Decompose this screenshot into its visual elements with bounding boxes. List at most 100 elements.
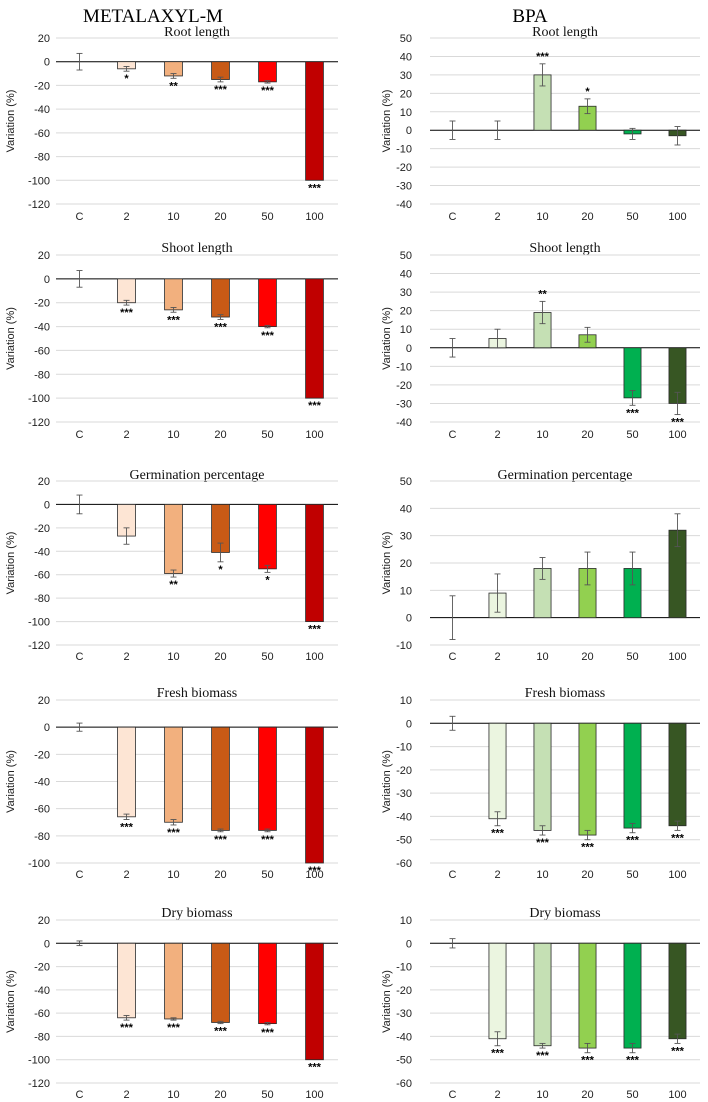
chart-5-left-ytick-label: 0: [44, 938, 50, 950]
chart-2-left-category-label: 100: [305, 429, 323, 441]
chart-4-left-errorbar-2: [123, 813, 130, 820]
chart-2-right-significance-50: ***: [626, 407, 640, 419]
chart-4-right-ytick-label: -20: [396, 765, 412, 777]
chart-5-right-errorbar-50: [629, 1042, 636, 1054]
chart-5-right-title: Dry biomass: [529, 906, 600, 921]
chart-1-right-ytick-label: -30: [396, 181, 412, 193]
chart-5-left-significance-2: ***: [120, 1022, 134, 1034]
chart-2-right-ytick-label: 40: [400, 269, 412, 281]
chart-1-left-ytick-label: -80: [34, 152, 50, 164]
chart-4-left-significance-20: ***: [214, 834, 228, 846]
chart-4-right-bar-10: [533, 722, 552, 831]
chart-3-right-category-label: 100: [668, 651, 686, 663]
chart-5-right-bar-50: [623, 942, 642, 1049]
chart-3-right-ytick-label: 30: [400, 531, 412, 543]
chart-3-right-errorbar-2: [494, 573, 501, 613]
chart-1-left-category-label: 100: [305, 211, 323, 223]
chart-3-left-bar-100: [305, 504, 324, 622]
chart-5-left-bar-10: [164, 942, 183, 1020]
chart-4-left-ytick-label: 0: [44, 722, 50, 734]
chart-3-left-category-label: 2: [123, 651, 129, 663]
chart-1-right-ytick-label: -20: [396, 162, 412, 174]
chart-1-left-category-label: 10: [167, 211, 179, 223]
chart-1-left-ylabel: Variation (%): [5, 90, 17, 153]
chart-2-left-ytick-label: -40: [34, 322, 50, 334]
chart-3-right-ytick-label: 0: [406, 613, 412, 625]
chart-5-right-ylabel: Variation (%): [381, 970, 393, 1033]
chart-4-right-ytick-label: 10: [400, 695, 412, 707]
chart-3-left-ytick-label: 20: [38, 476, 50, 488]
chart-4-right-errorbar-100: [674, 820, 681, 831]
chart-2-left-ytick-label: -80: [34, 369, 50, 381]
chart-2-right-ytick-label: -10: [396, 361, 412, 373]
chart-4-right-title: Fresh biomass: [525, 686, 606, 701]
chart-5-right-category-label: 100: [668, 1089, 686, 1101]
chart-4-right-ytick-label: 0: [406, 718, 412, 730]
chart-2-right-ytick-label: 20: [400, 306, 412, 318]
chart-3-left-bar-10: [164, 504, 183, 574]
chart-4-left-significance-100: ***: [308, 865, 322, 877]
chart-1-left-title: Root length: [164, 25, 230, 40]
chart-2-left-category-label: 50: [261, 429, 273, 441]
chart-2-right-category-label: 50: [626, 429, 638, 441]
chart-2-left-significance-10: ***: [167, 314, 181, 326]
chart-2-left-significance-2: ***: [120, 307, 134, 319]
chart-5-right-category-label: 10: [536, 1089, 548, 1101]
chart-4-left-category-label: 2: [123, 869, 129, 881]
chart-4-left-significance-2: ***: [120, 822, 134, 834]
chart-2-right-ytick-label: 30: [400, 287, 412, 299]
chart-1-left-errorbar-2: [123, 66, 130, 72]
chart-3-right-ytick-label: 40: [400, 503, 412, 515]
chart-1-right-errorbar-20: [584, 98, 591, 115]
chart-2-right-ytick-label: 10: [400, 324, 412, 336]
chart-5-right-significance-100: ***: [671, 1045, 685, 1057]
chart-4-left-ytick-label: 20: [38, 695, 50, 707]
chart-5-left-ytick-label: -60: [34, 1008, 50, 1020]
chart-4-right-bar-20: [578, 722, 597, 836]
chart-2-left-ytick-label: -100: [28, 393, 50, 405]
chart-2-left-errorbar-50: [264, 324, 271, 329]
chart-1-left-significance-2: *: [124, 73, 129, 85]
chart-2-left: Shoot length Variation (%) 20 0 -20 -40 -60 -80…: [5, 241, 338, 441]
chart-3-right-category-label: 10: [536, 651, 548, 663]
chart-4-right-category-label: 20: [581, 869, 593, 881]
right-column-title: BPA: [512, 6, 547, 27]
chart-2-left-bar-100: [305, 278, 324, 399]
chart-4-left-title: Fresh biomass: [157, 686, 238, 701]
chart-1-left-significance-20: ***: [214, 84, 228, 96]
chart-5-left-significance-10: ***: [167, 1022, 181, 1034]
chart-2-left-category-label: 2: [123, 429, 129, 441]
chart-4-right-errorbar-20: [584, 829, 591, 841]
chart-5-left-ytick-label: -100: [28, 1055, 50, 1067]
chart-2-left-ylabel: Variation (%): [5, 307, 17, 370]
chart-4-right-errorbar-50: [629, 822, 636, 834]
chart-1-right-ylabel: Variation (%): [381, 90, 393, 153]
chart-5-right-ytick-label: -20: [396, 985, 412, 997]
chart-4-left-ytick-label: -20: [34, 749, 50, 761]
chart-5-left-errorbar-2: [123, 1015, 130, 1021]
chart-2-right-significance-100: ***: [671, 417, 685, 429]
chart-1-right-ytick-label: -40: [396, 199, 412, 211]
chart-2-right-errorbar-100: [674, 391, 681, 416]
chart-3-left-significance-10: **: [169, 579, 178, 591]
chart-1-right-category-label: 2: [494, 211, 500, 223]
chart-1-left-category-label: 20: [214, 211, 226, 223]
chart-2-right-category-label: 20: [581, 429, 593, 441]
chart-2-left-ytick-label: 0: [44, 274, 50, 286]
chart-2-right-category-label: C: [449, 429, 457, 441]
chart-4-right-significance-20: ***: [581, 842, 595, 854]
chart-1-left-ytick-label: -120: [28, 199, 50, 211]
chart-3-right-errorbar-C: [449, 595, 456, 640]
chart-2-right-errorbar-50: [629, 390, 636, 406]
chart-1-right-significance-10: ***: [536, 51, 550, 63]
chart-5-right-errorbar-100: [674, 1033, 681, 1044]
chart-1-right-category-label: 100: [668, 211, 686, 223]
chart-4-left-errorbar-20: [217, 828, 224, 833]
chart-5-left-ytick-label: -40: [34, 985, 50, 997]
chart-1-left-ytick-label: 20: [38, 33, 50, 45]
left-column-title: METALAXYL-M: [83, 6, 223, 27]
chart-1-right-errorbar-100: [674, 126, 681, 146]
chart-5-left-ylabel: Variation (%): [5, 970, 17, 1033]
chart-4-right-bar-2: [488, 722, 507, 820]
